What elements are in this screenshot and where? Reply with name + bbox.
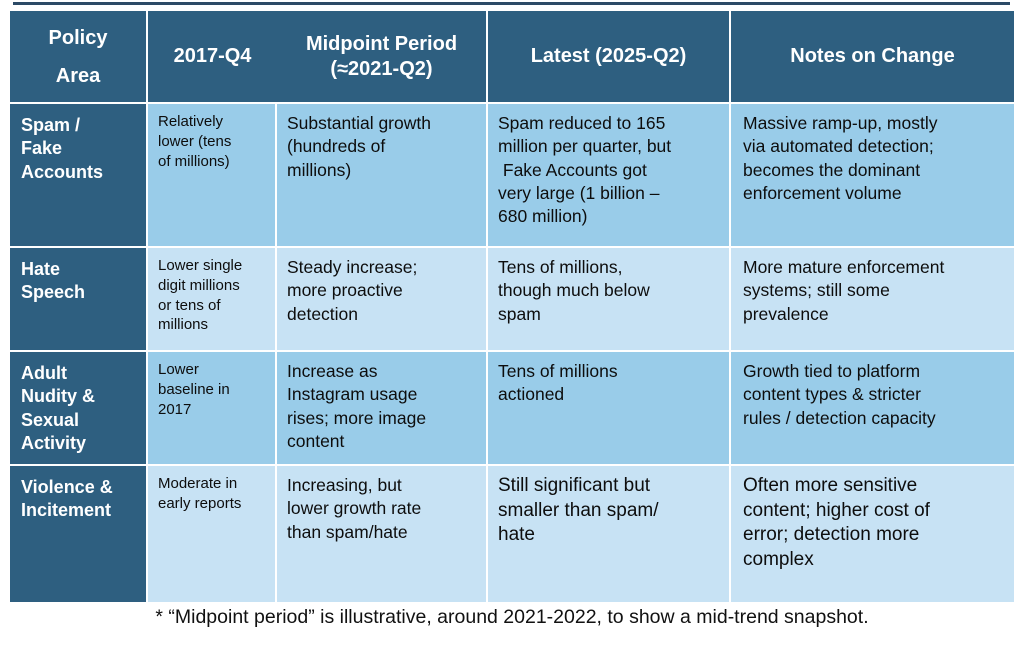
- cell-adult-2017: Lower baseline in 2017: [148, 352, 277, 466]
- cell-adult-notes: Growth tied to platform content types & …: [731, 352, 1014, 466]
- cell-violence-latest: Still significant but smaller than spam/…: [488, 466, 731, 602]
- row-header-adult-nudity: Adult Nudity & Sexual Activity: [10, 352, 148, 466]
- header-midpoint-period: Midpoint Period (≈2021-Q2): [277, 11, 488, 104]
- row-header-hate-speech: Hate Speech: [10, 248, 148, 352]
- cell-violence-2017: Moderate in early reports: [148, 466, 277, 602]
- cell-spam-latest: Spam reduced to 165 million per quarter,…: [488, 104, 731, 248]
- cell-spam-notes: Massive ramp-up, mostly via automated de…: [731, 104, 1014, 248]
- cell-hate-notes: More mature enforcement systems; still s…: [731, 248, 1014, 352]
- row-header-violence-incitement: Violence & Incitement: [10, 466, 148, 602]
- cell-adult-midpoint: Increase as Instagram usage rises; more …: [277, 352, 488, 466]
- cell-violence-midpoint: Increasing, but lower growth rate than s…: [277, 466, 488, 602]
- header-notes-on-change: Notes on Change: [731, 11, 1014, 104]
- header-2017-q4: 2017-Q4: [148, 11, 277, 104]
- cell-spam-midpoint: Substantial growth (hundreds of millions…: [277, 104, 488, 248]
- footnote: * “Midpoint period” is illustrative, aro…: [155, 606, 869, 628]
- row-header-spam-fake-accounts: Spam / Fake Accounts: [10, 104, 148, 248]
- top-divider-line: [13, 2, 1010, 5]
- cell-adult-latest: Tens of millions actioned: [488, 352, 731, 466]
- cell-hate-latest: Tens of millions, though much below spam: [488, 248, 731, 352]
- header-policy-area: Policy Area: [10, 11, 148, 104]
- cell-violence-notes: Often more sensitive content; higher cos…: [731, 466, 1014, 602]
- cell-hate-2017: Lower single digit millions or tens of m…: [148, 248, 277, 352]
- header-latest-2025-q2: Latest (2025-Q2): [488, 11, 731, 104]
- cell-hate-midpoint: Steady increase; more proactive detectio…: [277, 248, 488, 352]
- cell-spam-2017: Relatively lower (tens of millions): [148, 104, 277, 248]
- policy-enforcement-table: Policy Area 2017-Q4 Midpoint Period (≈20…: [10, 11, 1014, 602]
